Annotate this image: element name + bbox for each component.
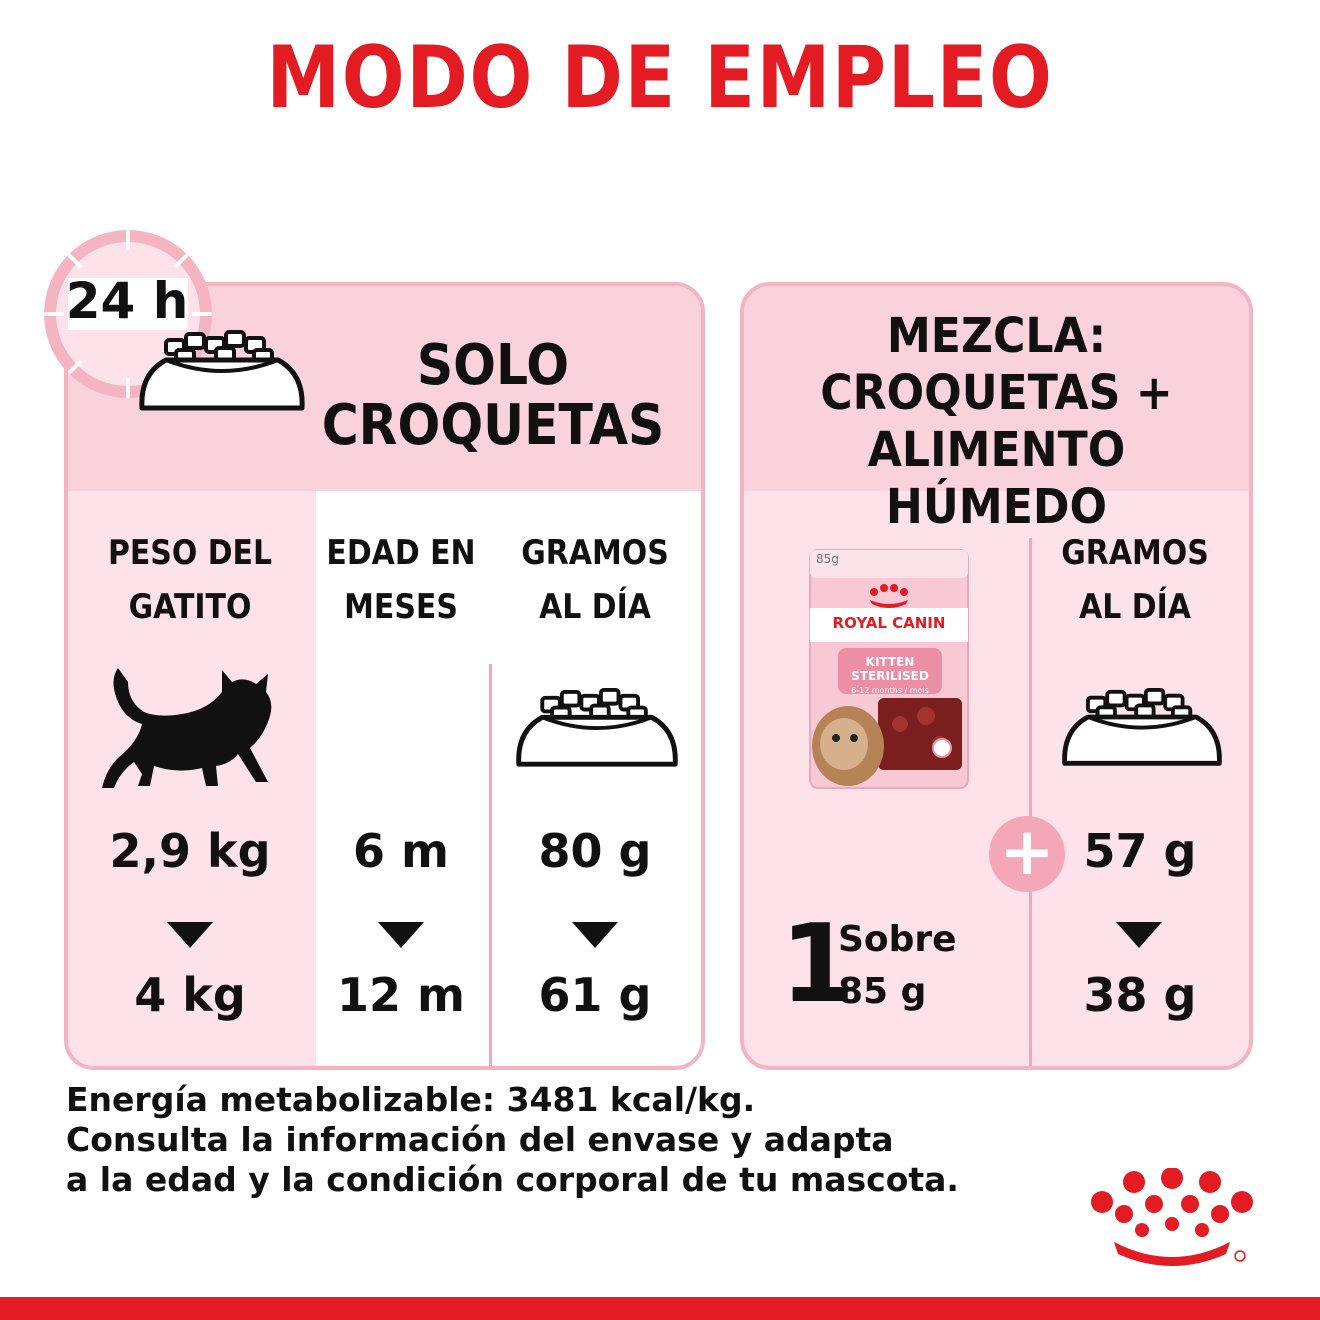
crown-logo-icon [1091, 1168, 1253, 1266]
food-bowl-icon [1062, 688, 1222, 766]
dry-only-panel: SOLO CROQUETAS [64, 282, 705, 1070]
weight-to: 4 kg [134, 968, 246, 1022]
plus-icon: + [999, 813, 1055, 890]
column-header-age: EDAD EN MESES [326, 533, 476, 627]
down-arrow-icon [378, 922, 424, 948]
footer-line: a la edad y la condición corporal de tu … [66, 1160, 959, 1199]
down-arrow-icon [167, 922, 213, 948]
footer-note: Energía metabolizable: 3481 kcal/kg. Con… [66, 1080, 966, 1200]
wet-food-pouch-image [809, 549, 969, 789]
footer-line: Energía metabolizable: 3481 kcal/kg. [66, 1080, 756, 1119]
column-header-grams: GRAMOS AL DÍA [521, 533, 669, 627]
age-to: 12 m [337, 968, 465, 1022]
grams-to: 61 g [538, 968, 652, 1022]
mixed-grams-to: 38 g [1083, 968, 1197, 1022]
grams-from: 80 g [538, 824, 652, 878]
bottom-brand-bar [0, 1297, 1320, 1320]
column-divider [489, 664, 492, 1066]
dry-only-heading: SOLO CROQUETAS [321, 333, 665, 459]
footer-line: Consulta la información del envase y ada… [66, 1120, 894, 1159]
mixed-feeding-panel: MEZCLA: CROQUETAS + ALIMENTO HÚMEDO [740, 282, 1253, 1070]
table-white-area [316, 491, 701, 1066]
mixed-feeding-heading: MEZCLA: CROQUETAS + ALIMENTO HÚMEDO [820, 308, 1173, 535]
down-arrow-icon [572, 922, 618, 948]
pouch-product-name: KITTEN STERILISED [851, 655, 929, 683]
mixed-grams-from: 57 g [1083, 824, 1197, 878]
page-title: MODO DE EMPLEO [266, 28, 1054, 128]
pouch-age-range: 6-12 months / mois [851, 686, 929, 695]
column-header-weight: PESO DEL GATITO [107, 533, 273, 627]
pouch-brand: ROYAL CANIN [832, 614, 946, 632]
pouch-weight: 85g [816, 552, 839, 566]
pouch-count: 1 [780, 902, 856, 1027]
food-bowl-icon [516, 688, 678, 767]
clock-label: 24 h [65, 272, 189, 330]
column-divider [1029, 538, 1032, 1066]
down-arrow-icon [1116, 922, 1162, 948]
pouch-count-label: Sobre 85 g [838, 919, 957, 1012]
mixed-feeding-header-band [744, 286, 1249, 491]
weight-from: 2,9 kg [109, 824, 271, 878]
kitten-silhouette-icon [102, 668, 272, 788]
column-header-grams-mixed: GRAMOS AL DÍA [1061, 533, 1209, 627]
food-bowl-icon [139, 330, 305, 411]
age-from: 6 m [353, 824, 449, 878]
plus-badge [989, 816, 1065, 892]
